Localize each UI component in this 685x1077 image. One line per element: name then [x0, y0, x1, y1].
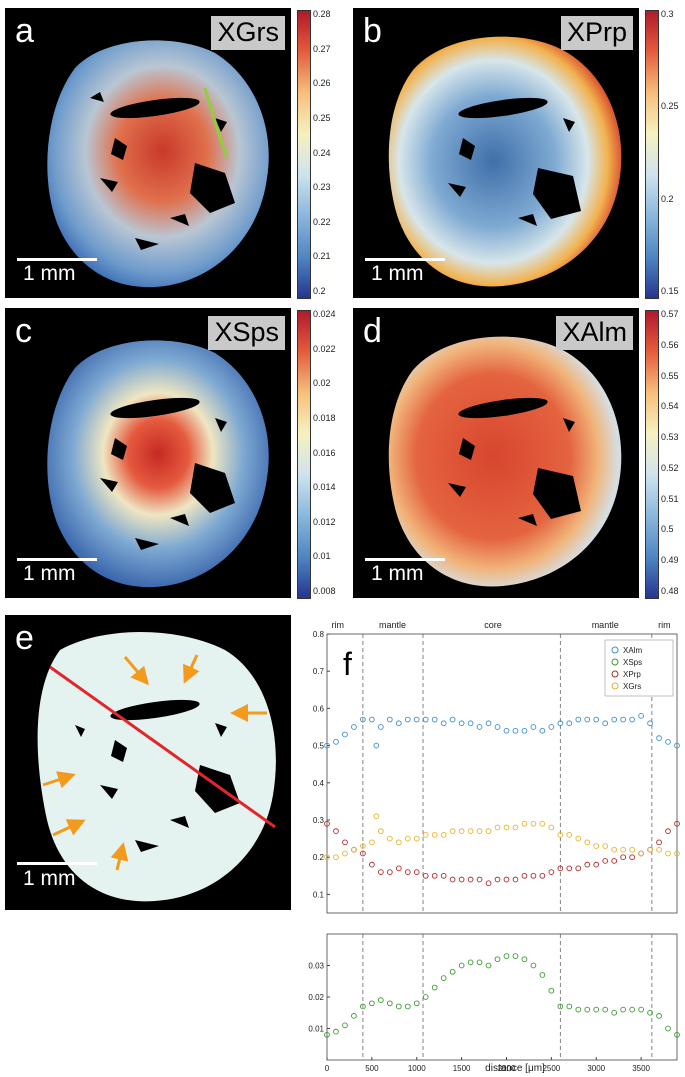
map-panel-xgrs: a XGrs 1 mm — [5, 8, 291, 298]
colorbar-tick-label: 0.008 — [313, 586, 336, 596]
garnet-map-xprp — [353, 8, 639, 298]
colorbar-tick-label: 0.012 — [313, 517, 336, 527]
colorbar-tick-label: 0.25 — [661, 101, 679, 111]
composition-profile-chart: 0 500 1000 1500 2000 2500 3000 3500 0.1 0.2 0.3 0.4… — [305, 608, 680, 1075]
map-label-xalm: XAlm — [556, 316, 633, 350]
legend-label: XSps — [623, 658, 642, 667]
upper-y-tick-label: 0.8 — [313, 630, 325, 639]
zone-label: rim — [332, 620, 345, 630]
colorbar-tick-label: 0.02 — [313, 378, 331, 388]
scale-bar-label: 1 mm — [23, 562, 76, 586]
colorbar-xalm — [645, 310, 659, 599]
map-panel-xprp: b XPrp 1 mm — [353, 8, 639, 298]
mineral-mask-map — [5, 615, 291, 910]
colorbar-tick-label: 0.22 — [313, 217, 331, 227]
colorbar-tick-label: 0.57 — [661, 309, 679, 319]
colorbar-tick-label: 0.016 — [313, 448, 336, 458]
colorbar-xsps — [297, 310, 311, 599]
colorbar-tick-label: 0.2 — [313, 286, 326, 296]
upper-y-tick-label: 0.2 — [313, 853, 325, 862]
scale-bar — [17, 862, 97, 865]
x-axis-label: distance [μm] — [485, 1063, 545, 1074]
colorbar-tick-label: 0.48 — [661, 586, 679, 596]
panel-letter-f: f — [343, 646, 352, 682]
upper-y-tick-label: 0.4 — [313, 779, 325, 788]
garnet-map-xgrs — [5, 8, 291, 298]
garnet-map-xalm — [353, 308, 639, 598]
x-tick-label: 3000 — [587, 1064, 605, 1073]
colorbar-tick-label: 0.014 — [313, 482, 336, 492]
map-panel-xalm: d XAlm 1 mm — [353, 308, 639, 598]
x-tick-label: 3500 — [632, 1064, 650, 1073]
map-label-xprp: XPrp — [561, 16, 633, 50]
upper-y-tick-label: 0.7 — [313, 667, 325, 676]
x-tick-label: 0 — [325, 1064, 330, 1073]
panel-letter-e: e — [15, 619, 34, 658]
colorbar-tick-label: 0.51 — [661, 494, 679, 504]
colorbar-tick-label: 0.15 — [661, 286, 679, 296]
colorbar-tick-label: 0.5 — [661, 524, 674, 534]
colorbar-tick-label: 0.21 — [313, 251, 331, 261]
panel-letter-c: c — [15, 312, 32, 351]
lower-axes-frame — [327, 934, 677, 1060]
legend-label: XPrp — [623, 670, 641, 679]
lower-y-tick-label: 0.02 — [308, 993, 324, 1002]
panel-letter-b: b — [363, 12, 382, 51]
scale-bar-label: 1 mm — [371, 562, 424, 586]
legend-label: XAlm — [623, 646, 642, 655]
colorbar-tick-label: 0.022 — [313, 344, 336, 354]
colorbar-tick-label: 0.23 — [313, 182, 331, 192]
zone-label: mantle — [379, 620, 406, 630]
x-tick-label: 1500 — [453, 1064, 471, 1073]
lower-y-tick-label: 0.01 — [308, 1025, 324, 1034]
colorbar-tick-label: 0.28 — [313, 9, 331, 19]
map-panel-xsps: c XSps 1 mm — [5, 308, 291, 598]
scale-bar — [17, 558, 97, 561]
scale-bar — [17, 258, 97, 261]
x-tick-label: 1000 — [408, 1064, 426, 1073]
map-label-xgrs: XGrs — [211, 16, 285, 50]
panel-letter-a: a — [15, 12, 34, 51]
upper-y-tick-label: 0.6 — [313, 704, 325, 713]
colorbar-xgrs — [297, 10, 311, 299]
colorbar-tick-label: 0.53 — [661, 432, 679, 442]
zone-label: core — [484, 620, 502, 630]
colorbar-tick-label: 0.27 — [313, 44, 331, 54]
colorbar-tick-label: 0.25 — [313, 113, 331, 123]
colorbar-tick-label: 0.55 — [661, 371, 679, 381]
mineral-mask-panel: e 1 mm — [5, 615, 291, 910]
legend-label: XGrs — [623, 682, 641, 691]
colorbar-xprp — [645, 10, 659, 299]
zone-label: mantle — [592, 620, 619, 630]
colorbar-tick-label: 0.01 — [313, 551, 331, 561]
scale-bar-label: 1 mm — [371, 262, 424, 286]
zone-label: rim — [658, 620, 671, 630]
x-tick-label: 2500 — [542, 1064, 560, 1073]
colorbar-tick-label: 0.018 — [313, 413, 336, 423]
colorbar-tick-label: 0.49 — [661, 555, 679, 565]
upper-y-tick-label: 0.3 — [313, 816, 325, 825]
scale-bar — [365, 258, 445, 261]
x-tick-label: 500 — [365, 1064, 379, 1073]
colorbar-tick-label: 0.54 — [661, 401, 679, 411]
upper-y-tick-label: 0.1 — [313, 890, 325, 899]
scale-bar — [365, 558, 445, 561]
map-label-xsps: XSps — [208, 316, 285, 350]
colorbar-tick-label: 0.56 — [661, 340, 679, 350]
scale-bar-label: 1 mm — [23, 867, 76, 891]
scale-bar-label: 1 mm — [23, 262, 76, 286]
colorbar-tick-label: 0.024 — [313, 309, 336, 319]
colorbar-tick-label: 0.2 — [661, 194, 674, 204]
panel-letter-d: d — [363, 312, 382, 351]
colorbar-tick-label: 0.24 — [313, 148, 331, 158]
upper-y-tick-label: 0.5 — [313, 742, 325, 751]
lower-y-tick-label: 0.03 — [308, 962, 324, 971]
colorbar-tick-label: 0.3 — [661, 9, 674, 19]
colorbar-tick-label: 0.26 — [313, 78, 331, 88]
garnet-map-xsps — [5, 308, 291, 598]
colorbar-tick-label: 0.52 — [661, 463, 679, 473]
